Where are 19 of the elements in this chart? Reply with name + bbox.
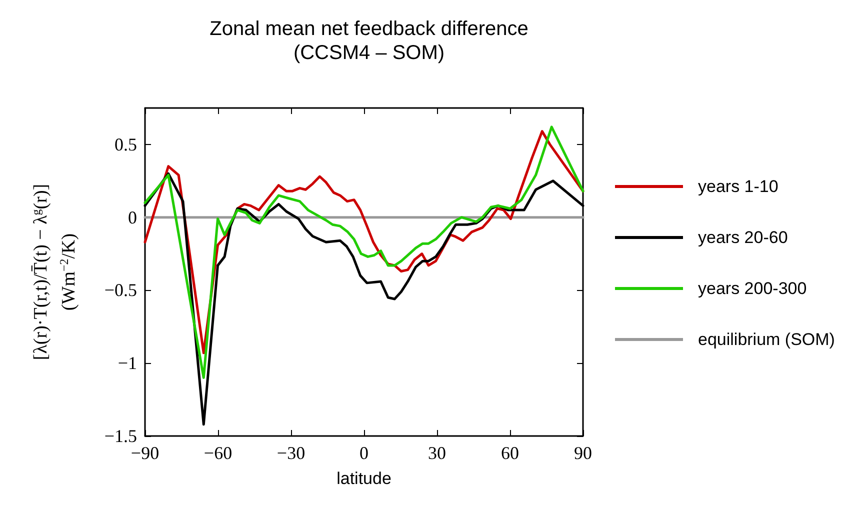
x-axis-title: latitude	[336, 469, 392, 488]
y-tick-label: −1	[118, 353, 137, 374]
x-tick-label: 90	[574, 443, 592, 463]
y-tick-label: −1.5	[104, 426, 137, 446]
legend-label: equilibrium (SOM)	[698, 330, 835, 349]
legend-label: years 20-60	[698, 228, 788, 247]
legend-label: years 200-300	[698, 279, 807, 298]
chart-subtitle: (CCSM4 – SOM)	[293, 42, 445, 64]
y-tick-label: 0.5	[114, 134, 137, 154]
x-tick-label: −90	[130, 443, 160, 463]
y-tick-label: 0	[128, 207, 137, 228]
x-tick-label: −30	[276, 443, 306, 463]
y-tick-label: −0.5	[104, 280, 137, 300]
x-tick-label: 30	[428, 443, 446, 463]
x-tick-label: −60	[204, 443, 232, 463]
x-tick-label: 60	[501, 443, 519, 463]
legend-label: years 1-10	[698, 177, 778, 196]
x-tick-label: 0	[360, 443, 368, 463]
chart-title: Zonal mean net feedback difference	[210, 18, 528, 40]
